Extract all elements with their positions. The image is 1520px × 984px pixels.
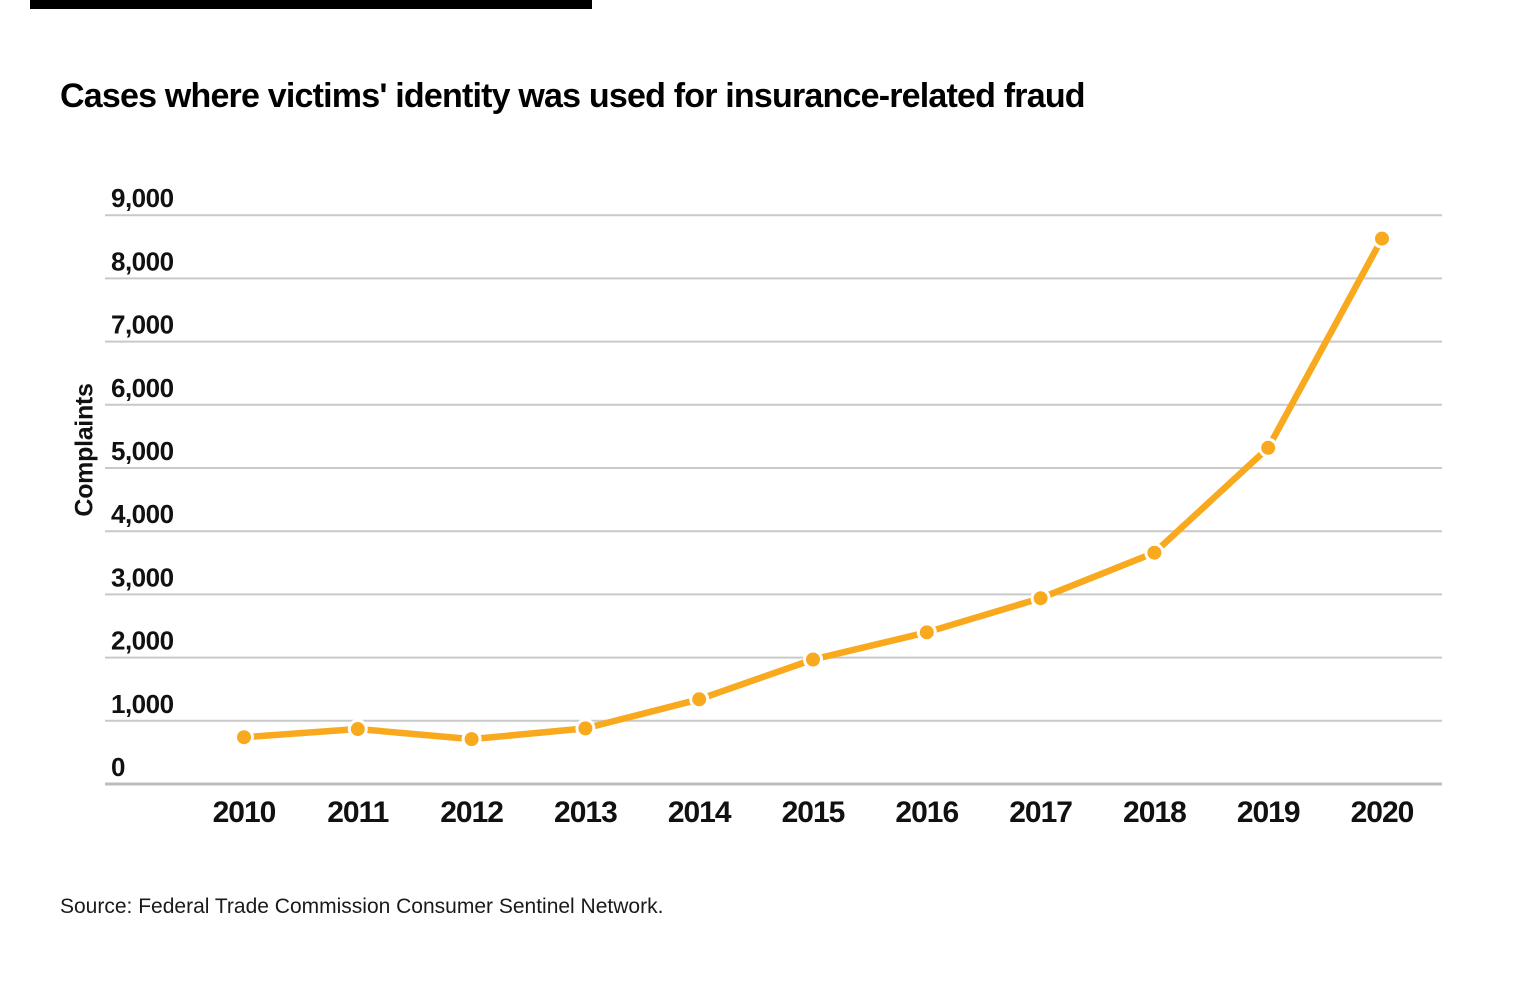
- data-point: [916, 622, 937, 643]
- y-tick-label: 6,000: [111, 373, 174, 403]
- data-point: [575, 718, 596, 739]
- top-rule: [30, 0, 592, 9]
- x-tick-label: 2019: [1237, 796, 1300, 829]
- x-tick-label: 2012: [440, 796, 503, 829]
- x-tick-label: 2014: [668, 796, 732, 829]
- chart-title: Cases where victims' identity was used f…: [60, 77, 1086, 115]
- y-tick-label: 8,000: [111, 246, 174, 276]
- x-tick-label: 2020: [1351, 796, 1414, 829]
- y-tick-label: 9,000: [111, 183, 174, 213]
- data-point: [1144, 542, 1165, 563]
- data-point: [803, 649, 823, 670]
- data-point: [1030, 588, 1051, 609]
- x-tick-label: 2018: [1123, 796, 1186, 829]
- y-tick-label: 1,000: [111, 689, 174, 719]
- data-point: [461, 729, 482, 750]
- x-tick-label: 2010: [213, 796, 276, 829]
- y-tick-label: 7,000: [111, 310, 174, 340]
- y-tick-label: 2,000: [111, 626, 174, 656]
- y-tick-label: 0: [111, 752, 125, 782]
- data-point: [1372, 228, 1392, 249]
- source-note: Source: Federal Trade Commission Consume…: [60, 895, 664, 918]
- data-point: [1258, 437, 1279, 458]
- x-tick-label: 2013: [554, 796, 617, 829]
- x-tick-label: 2016: [895, 796, 958, 829]
- x-tick-label: 2015: [782, 796, 845, 829]
- data-point: [234, 727, 254, 748]
- x-tick-label: 2017: [1009, 796, 1072, 829]
- y-tick-label: 5,000: [111, 436, 174, 466]
- y-axis-title: Complaints: [70, 383, 99, 517]
- y-tick-label: 4,000: [111, 499, 174, 529]
- data-point: [689, 689, 710, 710]
- y-tick-label: 3,000: [111, 562, 174, 592]
- data-point: [347, 719, 368, 740]
- x-tick-label: 2011: [327, 796, 388, 829]
